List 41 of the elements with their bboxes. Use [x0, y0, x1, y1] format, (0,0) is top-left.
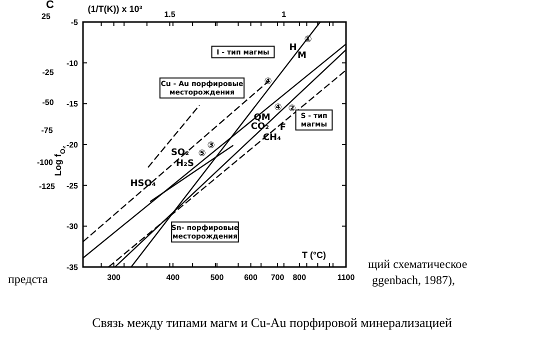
text: 600: [244, 273, 258, 282]
text: 400: [166, 273, 180, 282]
text: -50: [42, 98, 54, 107]
y-tick-label: -10: [66, 58, 79, 68]
y-tick-label: -20: [66, 140, 79, 150]
text: 500: [210, 273, 224, 282]
annotation: H₂S: [176, 159, 194, 169]
text: -125: [38, 182, 56, 191]
y-tick-label: -5: [70, 18, 79, 27]
annotation: M: [298, 51, 307, 61]
text: 800: [292, 273, 307, 282]
annotation: QM: [254, 113, 270, 123]
y-tick-label: -25: [66, 181, 79, 190]
text: 300: [107, 273, 122, 282]
text: -100: [36, 158, 54, 167]
text: -25: [42, 68, 54, 77]
annotation: CH₄: [262, 133, 282, 143]
annotation: H: [289, 43, 297, 53]
annotation: ④: [264, 77, 272, 87]
text: предста: [8, 272, 48, 286]
x-tick-label: 1: [282, 10, 287, 19]
annotation: HSO₄: [130, 179, 156, 189]
annotation: ②: [288, 104, 296, 114]
text: 1100: [337, 273, 356, 282]
y-tick-label: -15: [66, 100, 79, 109]
x-axis-title: (1/T(K)) x 10³: [88, 4, 142, 14]
x-tick-label: 1.5: [164, 10, 176, 19]
text: 25: [42, 12, 51, 21]
y-tick-label: -30: [66, 222, 79, 232]
text: C: [46, 0, 54, 11]
text: ggenbach, 1987),: [372, 273, 455, 287]
text: -75: [41, 126, 54, 135]
y-tick-label: -35: [66, 263, 79, 272]
annotation: ④: [274, 103, 282, 113]
annotation: SO₂: [170, 148, 190, 158]
text: 700: [270, 273, 285, 282]
annotation: T (°C): [302, 250, 326, 260]
annotation: ③: [207, 141, 216, 151]
text: Связь между типами магм и Cu-Au порфировой минерализацией: [92, 315, 452, 330]
annotation: ⑤: [198, 149, 206, 159]
text: щий схематическое: [368, 257, 468, 271]
